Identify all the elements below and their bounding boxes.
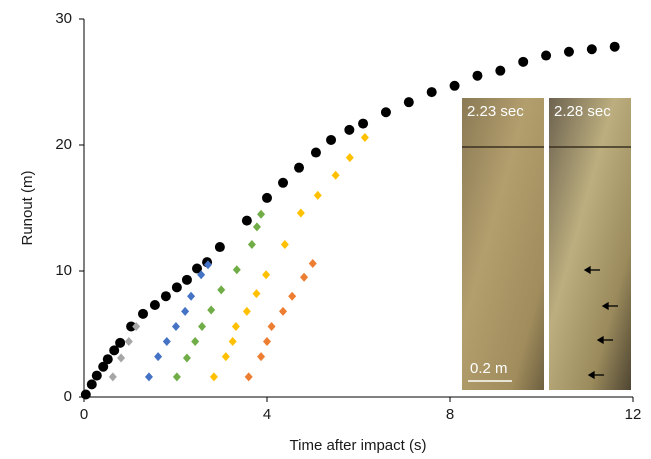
y-tick-label: 20 <box>55 136 72 153</box>
point <box>160 291 171 302</box>
y-tick-label: 10 <box>55 262 72 279</box>
x-tick-label: 8 <box>446 406 454 423</box>
point <box>310 147 321 158</box>
x-tick-label: 4 <box>263 406 271 423</box>
point <box>197 270 206 280</box>
point <box>124 337 133 347</box>
point <box>209 372 218 382</box>
point <box>247 240 256 250</box>
point <box>308 258 317 268</box>
point <box>149 300 160 311</box>
point <box>207 305 216 315</box>
point <box>426 87 437 98</box>
point <box>380 107 391 118</box>
arrows <box>583 265 618 380</box>
inset: 2.23 sec 2.28 sec 0.2 m <box>462 98 631 390</box>
point <box>403 97 414 108</box>
point <box>518 56 529 67</box>
point <box>86 379 97 390</box>
point <box>326 134 337 145</box>
point <box>313 190 322 200</box>
point <box>214 242 225 253</box>
point <box>171 282 182 293</box>
point <box>181 274 192 285</box>
point <box>242 306 251 316</box>
point <box>108 372 117 382</box>
point <box>98 361 109 372</box>
point <box>217 285 226 295</box>
point <box>541 50 552 61</box>
photo <box>462 98 544 390</box>
point <box>162 337 171 347</box>
scale-label: 0.2 m <box>470 360 508 377</box>
x-tick-label: 0 <box>80 406 88 423</box>
point <box>344 124 355 135</box>
point <box>126 321 137 332</box>
point <box>102 354 113 365</box>
point <box>138 308 149 319</box>
point <box>279 306 288 316</box>
point <box>203 260 212 270</box>
point <box>198 321 207 331</box>
point <box>187 291 196 301</box>
x-tick-label: 12 <box>625 406 642 423</box>
y-tick-label: 30 <box>55 10 72 27</box>
point <box>300 272 309 282</box>
point <box>172 372 181 382</box>
x-axis-label: Time after impact (s) <box>290 437 427 454</box>
point <box>132 321 141 331</box>
point <box>360 132 369 142</box>
point <box>182 353 191 363</box>
point <box>495 65 506 76</box>
point <box>262 270 271 280</box>
point <box>280 240 289 250</box>
point <box>191 337 200 347</box>
point <box>563 46 574 57</box>
point <box>115 337 126 348</box>
point <box>231 321 240 331</box>
y-tick-label: 0 <box>64 388 72 405</box>
point <box>221 352 230 362</box>
point <box>252 289 261 299</box>
photo <box>549 98 631 390</box>
point <box>609 41 620 52</box>
point <box>331 170 340 180</box>
point <box>91 370 102 381</box>
point <box>345 153 354 163</box>
plot-area <box>80 41 620 400</box>
inset-label: 2.23 sec <box>467 103 524 120</box>
point <box>241 215 252 226</box>
point <box>449 80 460 91</box>
point <box>257 209 266 219</box>
point <box>181 306 190 316</box>
point <box>257 352 266 362</box>
point <box>144 372 153 382</box>
point <box>263 337 271 347</box>
point <box>267 321 276 331</box>
point <box>244 372 253 382</box>
point <box>586 44 597 55</box>
point <box>296 208 305 218</box>
point <box>154 352 163 362</box>
point <box>278 177 289 188</box>
point <box>80 389 91 400</box>
inset-label: 2.28 sec <box>554 103 611 120</box>
point <box>472 70 483 81</box>
point <box>232 265 241 275</box>
point <box>109 345 120 356</box>
point <box>294 162 305 173</box>
point <box>288 291 297 301</box>
y-axis-label: Runout (m) <box>19 170 36 245</box>
point <box>262 192 272 203</box>
point <box>192 263 203 274</box>
point <box>358 118 369 129</box>
point <box>117 353 126 363</box>
point <box>171 321 180 331</box>
point <box>252 222 261 232</box>
point <box>228 337 237 347</box>
